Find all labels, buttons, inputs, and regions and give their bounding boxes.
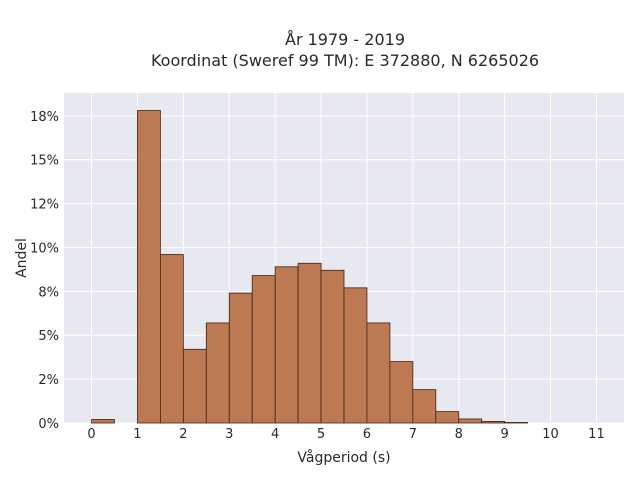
y-tick-label: 8% xyxy=(38,285,59,300)
x-axis-label: Vågperiod (s) xyxy=(297,449,390,466)
y-axis-label: Andel xyxy=(14,238,30,278)
x-tick-label: 7 xyxy=(409,427,417,442)
histogram-bar xyxy=(251,275,276,424)
x-tick-label: 10 xyxy=(542,427,559,442)
histogram-bar xyxy=(320,269,345,424)
x-tick-label: 6 xyxy=(363,427,371,442)
histogram-bar xyxy=(182,348,207,424)
histogram-bar xyxy=(504,422,529,424)
histogram-bar xyxy=(159,254,184,424)
y-tick-label: 12% xyxy=(30,198,59,213)
y-tick-label: 0% xyxy=(38,417,59,432)
histogram-bar xyxy=(228,292,253,424)
histogram-bar xyxy=(366,322,391,424)
histogram-bar xyxy=(481,421,506,424)
y-tick-label: 10% xyxy=(30,241,59,256)
y-tick-label: 2% xyxy=(38,373,59,388)
x-tick-label: 8 xyxy=(455,427,463,442)
x-tick-label: 5 xyxy=(317,427,325,442)
histogram-bar xyxy=(389,361,414,424)
histogram-bar xyxy=(205,322,230,424)
x-tick-label: 11 xyxy=(588,427,605,442)
histogram-bar xyxy=(343,287,368,424)
x-tick-label: 9 xyxy=(501,427,509,442)
histogram-bar xyxy=(458,418,483,424)
y-tick-label: 18% xyxy=(30,110,59,125)
x-tick-label: 4 xyxy=(271,427,279,442)
histogram-bar xyxy=(274,266,299,424)
histogram-bar xyxy=(435,411,460,424)
y-tick-label: 5% xyxy=(38,329,59,344)
bars xyxy=(91,110,529,424)
chart-subtitle: Koordinat (Sweref 99 TM): E 372880, N 62… xyxy=(151,51,539,70)
histogram-bar xyxy=(91,419,115,424)
y-tick-label: 15% xyxy=(30,154,59,169)
x-tick-label: 1 xyxy=(133,427,141,442)
y-axis-ticks: 0% 2% 5% 8% 10% 12% 15% 18% xyxy=(30,110,59,432)
x-tick-label: 2 xyxy=(179,427,187,442)
chart-title: År 1979 - 2019 xyxy=(285,30,405,49)
histogram-bar xyxy=(412,389,437,424)
histogram-bar xyxy=(137,110,161,424)
x-axis-ticks: 0 1 2 3 4 5 6 7 8 9 10 11 xyxy=(87,427,604,442)
histogram-bar xyxy=(297,262,322,424)
x-tick-label: 0 xyxy=(87,427,95,442)
x-tick-label: 3 xyxy=(225,427,233,442)
